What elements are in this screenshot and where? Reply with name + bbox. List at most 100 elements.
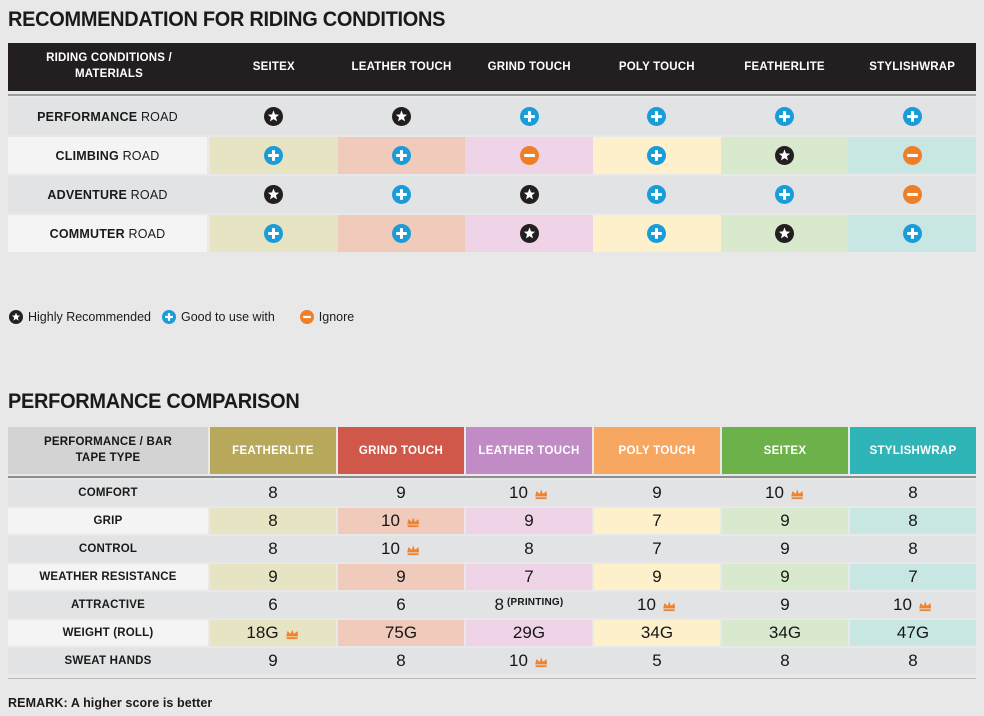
score-value: 29G bbox=[512, 623, 546, 642]
plus-icon bbox=[902, 224, 922, 243]
performance-cell: 5 bbox=[594, 648, 720, 674]
riding-cell bbox=[720, 137, 849, 174]
performance-cell: 6 bbox=[210, 592, 336, 618]
riding-table-body: PERFORMANCE ROAD CLIMBING ROAD ADVENTURE R… bbox=[8, 98, 977, 252]
score-value: 8 bbox=[494, 595, 504, 614]
performance-row-label: SWEAT HANDS bbox=[64, 655, 152, 667]
performance-cell: 8 bbox=[850, 536, 976, 562]
star-icon bbox=[519, 224, 539, 243]
performance-cell: 9 bbox=[594, 564, 720, 590]
performance-row-label: ATTRACTIVE bbox=[71, 599, 145, 611]
star-icon bbox=[264, 185, 284, 204]
performance-table-header-row: PERFORMANCE / BAR TAPE TYPE FEATHERLITE G… bbox=[8, 427, 976, 474]
performance-cell: 75G bbox=[338, 620, 464, 646]
performance-cell: 8 bbox=[466, 536, 592, 562]
score-value: 8 bbox=[268, 539, 278, 558]
riding-row-1: CLIMBING ROAD bbox=[8, 137, 977, 174]
minus-icon bbox=[902, 185, 922, 204]
riding-cell bbox=[338, 176, 466, 213]
header-separator bbox=[8, 476, 976, 478]
plus-icon bbox=[647, 185, 667, 204]
performance-row-2: CONTROL 8 10 8 7 9 8 bbox=[8, 536, 976, 562]
riding-corner-label: RIDING CONDITIONS / MATERIALS bbox=[46, 52, 172, 80]
riding-cell bbox=[337, 137, 466, 174]
score-value: 10 bbox=[509, 483, 528, 502]
performance-row-4: ATTRACTIVE 6 6 8 (PRINTING) 10 9 10 bbox=[8, 592, 976, 618]
plus-icon bbox=[647, 224, 667, 243]
performance-table-body: COMFORT 8 9 10 9 10 8 GRIP 8 10 9 7 9 8 CONTROL 8 10 8 7 9 8… bbox=[8, 480, 976, 674]
performance-cell: 8 bbox=[210, 536, 336, 562]
performance-cell: 7 bbox=[466, 564, 592, 590]
performance-col-header-5: STYLISHWRAP bbox=[850, 427, 976, 474]
score-value: 34G bbox=[640, 623, 674, 642]
riding-cell bbox=[593, 98, 721, 135]
legend-item-star: Highly Recommended bbox=[9, 310, 151, 324]
performance-cell: 10 bbox=[850, 592, 976, 618]
performance-cell: 9 bbox=[338, 480, 464, 506]
crown-icon bbox=[791, 489, 804, 499]
performance-cell: 9 bbox=[722, 592, 848, 618]
performance-cell: 10 bbox=[594, 592, 720, 618]
score-value: 9 bbox=[396, 567, 406, 586]
riding-cell bbox=[593, 176, 721, 213]
header-separator bbox=[8, 94, 976, 96]
legend-item-plus: Good to use with bbox=[161, 310, 275, 324]
score-value: 6 bbox=[268, 595, 278, 614]
score-value: 7 bbox=[524, 567, 534, 586]
score-value: 9 bbox=[780, 539, 790, 558]
riding-cell bbox=[721, 98, 849, 135]
performance-row-3: WEATHER RESISTANCE 9 9 7 9 9 7 bbox=[8, 564, 976, 590]
score-value: 9 bbox=[780, 595, 790, 614]
score-value: 8 bbox=[396, 651, 406, 670]
plus-icon bbox=[647, 107, 667, 126]
bottom-separator bbox=[8, 678, 976, 679]
performance-row-1: GRIP 8 10 9 7 9 8 bbox=[8, 508, 976, 534]
score-value: 8 bbox=[524, 539, 534, 558]
riding-conditions-title: RECOMMENDATION FOR RIDING CONDITIONS bbox=[8, 8, 446, 31]
score-value: 9 bbox=[652, 567, 662, 586]
score-value: 8 bbox=[268, 511, 278, 530]
performance-row-label: GRIP bbox=[8, 508, 208, 534]
score-value: 75G bbox=[384, 623, 418, 642]
plus-icon bbox=[264, 224, 284, 243]
score-value: 10 bbox=[765, 483, 784, 502]
plus-icon bbox=[392, 224, 411, 243]
performance-cell: 9 bbox=[466, 508, 592, 534]
performance-cell: 9 bbox=[722, 536, 848, 562]
star-icon bbox=[392, 107, 411, 126]
riding-row-3: COMMUTER ROAD bbox=[8, 215, 977, 252]
riding-col-header-2: GRIND TOUCH bbox=[487, 61, 571, 73]
crown-icon bbox=[535, 489, 548, 499]
performance-row-0: COMFORT 8 9 10 9 10 8 bbox=[8, 480, 976, 506]
legend-label: Highly Recommended bbox=[28, 310, 151, 324]
riding-cell bbox=[848, 215, 977, 252]
performance-cell: 10 bbox=[466, 648, 592, 674]
performance-cell: 10 bbox=[722, 480, 848, 506]
plus-icon bbox=[392, 146, 411, 165]
star-icon bbox=[775, 146, 795, 165]
score-value: 9 bbox=[652, 483, 662, 502]
crown-icon bbox=[535, 657, 548, 667]
minus-icon bbox=[299, 310, 314, 324]
star-icon bbox=[9, 310, 23, 324]
riding-row-0: PERFORMANCE ROAD bbox=[8, 98, 976, 135]
score-value: 9 bbox=[268, 651, 278, 670]
plus-icon bbox=[775, 107, 795, 126]
performance-row-label: WEATHER RESISTANCE bbox=[8, 564, 208, 590]
performance-cell: 8 bbox=[338, 648, 464, 674]
crown-icon bbox=[407, 517, 420, 527]
riding-row-label: PERFORMANCE ROAD bbox=[37, 109, 178, 124]
riding-cell bbox=[338, 98, 466, 135]
performance-cell: 6 bbox=[338, 592, 464, 618]
performance-cell: 7 bbox=[594, 536, 720, 562]
score-value: 10 bbox=[637, 595, 656, 614]
performance-cell: 8 bbox=[850, 648, 976, 674]
score-value: 10 bbox=[509, 651, 528, 670]
riding-col-header-1: LEATHER TOUCH bbox=[351, 61, 452, 73]
score-value: 9 bbox=[524, 511, 534, 530]
minus-icon bbox=[902, 146, 922, 165]
performance-cell: 9 bbox=[210, 564, 336, 590]
riding-cell bbox=[210, 215, 338, 252]
score-value: 9 bbox=[268, 567, 278, 586]
